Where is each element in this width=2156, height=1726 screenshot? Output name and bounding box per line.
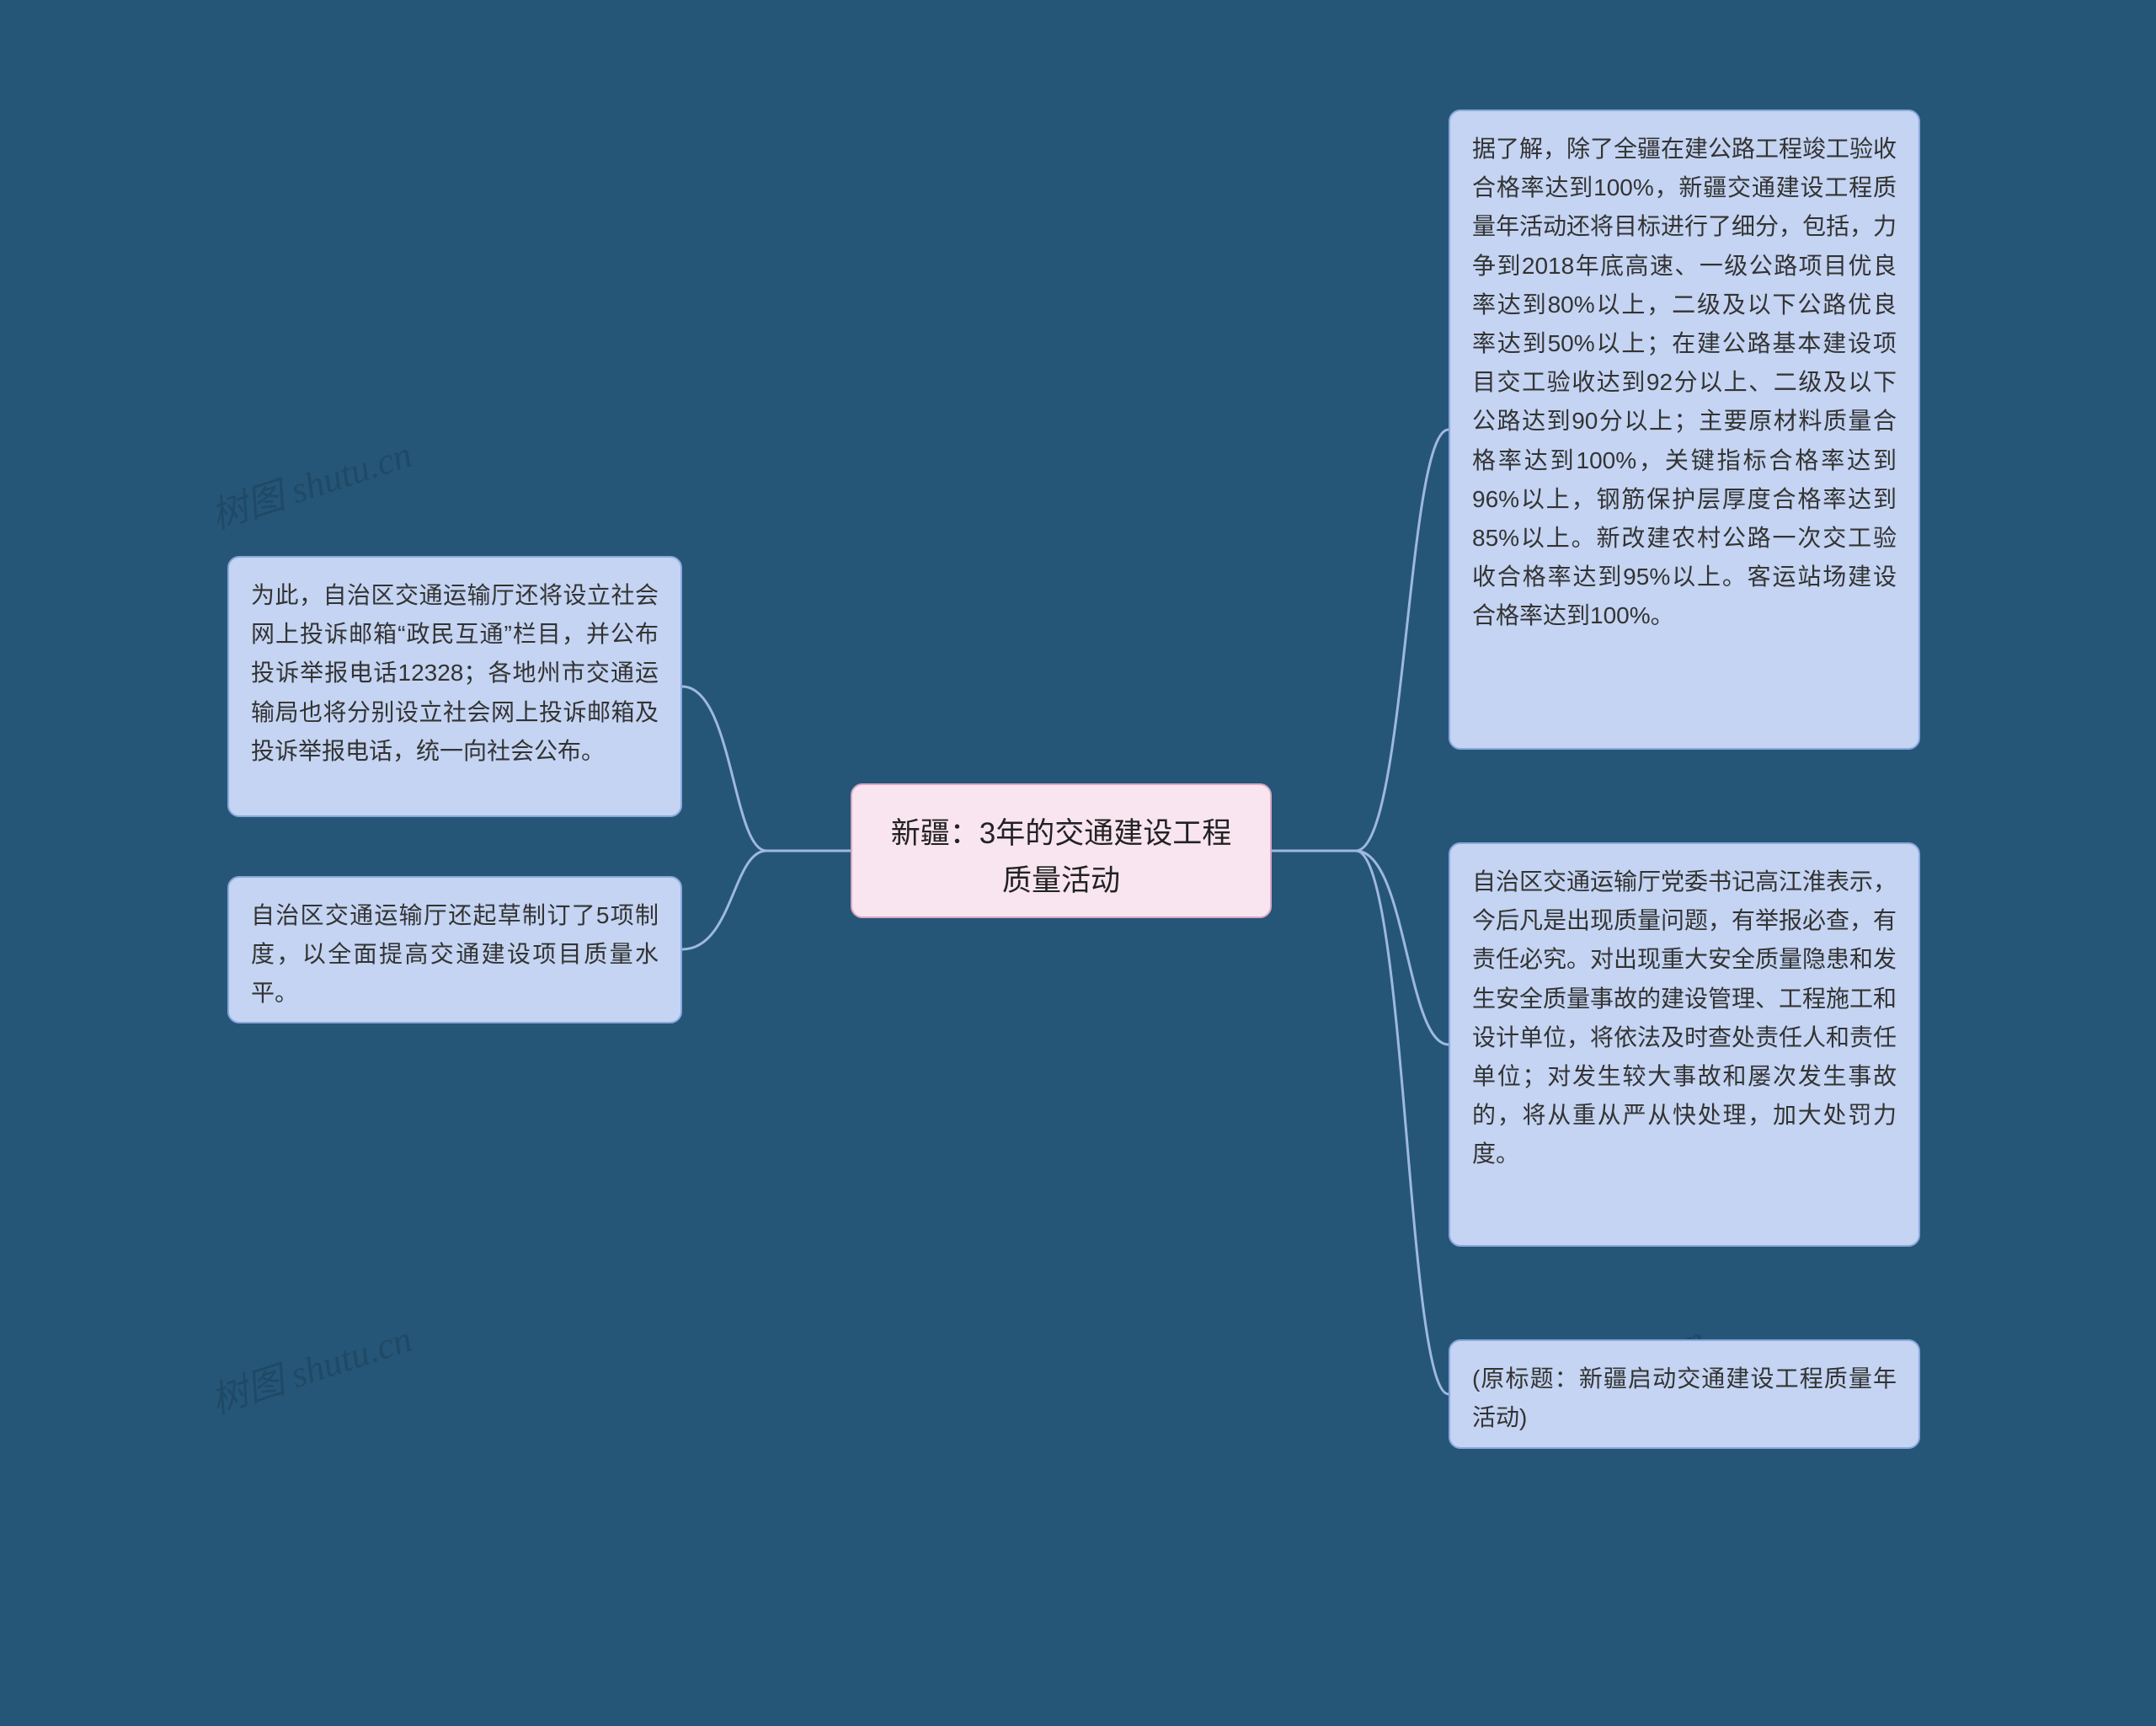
mindmap-leaf-node: 为此，自治区交通运输厅还将设立社会网上投诉邮箱“政民互通”栏目，并公布投诉举报电… [227, 556, 682, 817]
mindmap-leaf-node: 自治区交通运输厅党委书记高江淮表示，今后凡是出现质量问题，有举报必查，有责任必究… [1449, 842, 1920, 1247]
mindmap-center-node: 新疆：3年的交通建设工程质量活动 [851, 783, 1272, 918]
connector [1356, 430, 1449, 851]
mindmap-leaf-node: 自治区交通运输厅还起草制订了5项制度，以全面提高交通建设项目质量水平。 [227, 876, 682, 1023]
connector [1356, 851, 1449, 1394]
mindmap-leaf-node: 据了解，除了全疆在建公路工程竣工验收合格率达到100%，新疆交通建设工程质量年活… [1449, 110, 1920, 750]
mindmap-leaf-node: (原标题：新疆启动交通建设工程质量年活动) [1449, 1339, 1920, 1449]
connector [1356, 851, 1449, 1045]
watermark: 树图 shutu.cn [203, 424, 418, 539]
connector [682, 687, 766, 851]
connector [682, 851, 766, 949]
watermark: 树图 shutu.cn [203, 1308, 418, 1424]
